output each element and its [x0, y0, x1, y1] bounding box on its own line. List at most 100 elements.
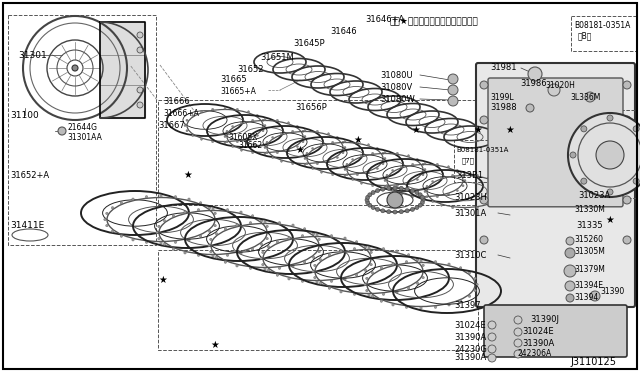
Circle shape [328, 133, 330, 135]
Circle shape [392, 304, 394, 306]
Circle shape [623, 236, 631, 244]
Circle shape [488, 321, 496, 329]
Circle shape [420, 307, 422, 309]
Circle shape [392, 189, 394, 192]
Text: 31394E: 31394E [574, 280, 603, 289]
Circle shape [328, 160, 330, 162]
Circle shape [292, 224, 294, 226]
Circle shape [424, 190, 426, 192]
Circle shape [364, 246, 367, 248]
Circle shape [418, 203, 422, 207]
Circle shape [250, 267, 252, 269]
Circle shape [288, 237, 290, 239]
Circle shape [266, 141, 268, 143]
Circle shape [330, 280, 333, 282]
Circle shape [260, 243, 262, 246]
Circle shape [276, 152, 278, 154]
Circle shape [448, 74, 458, 84]
Circle shape [412, 163, 413, 165]
Circle shape [172, 215, 175, 217]
Text: 31394: 31394 [574, 292, 598, 301]
Circle shape [364, 283, 366, 286]
Circle shape [157, 225, 160, 228]
Text: 31646+A: 31646+A [365, 16, 404, 25]
Circle shape [387, 186, 391, 190]
Circle shape [355, 241, 358, 243]
Circle shape [435, 306, 436, 308]
Circle shape [340, 250, 342, 252]
Circle shape [227, 254, 228, 256]
Circle shape [351, 179, 354, 180]
Circle shape [356, 141, 358, 143]
Circle shape [480, 81, 488, 89]
Circle shape [304, 164, 306, 166]
Circle shape [104, 218, 106, 221]
Circle shape [514, 339, 522, 347]
Circle shape [137, 32, 143, 38]
Text: （7）: （7） [462, 158, 475, 164]
Text: ★: ★ [474, 125, 483, 135]
Circle shape [424, 196, 426, 199]
Text: 24230G: 24230G [454, 344, 487, 353]
Circle shape [260, 219, 262, 222]
Circle shape [252, 215, 254, 217]
Circle shape [262, 130, 264, 132]
Circle shape [276, 274, 278, 276]
Circle shape [488, 177, 490, 179]
Circle shape [468, 272, 470, 274]
Circle shape [355, 274, 358, 276]
Text: 31652: 31652 [237, 65, 264, 74]
Circle shape [504, 190, 506, 192]
Circle shape [372, 257, 374, 260]
Circle shape [376, 207, 380, 211]
Circle shape [480, 196, 488, 204]
Circle shape [452, 174, 454, 176]
Circle shape [188, 198, 190, 201]
Circle shape [422, 163, 424, 165]
Circle shape [564, 265, 576, 277]
Circle shape [302, 141, 304, 143]
Circle shape [287, 149, 289, 151]
Circle shape [264, 221, 266, 223]
Circle shape [417, 179, 419, 180]
Circle shape [412, 196, 413, 198]
Text: ★: ★ [354, 135, 362, 145]
Text: 31645P: 31645P [293, 39, 324, 48]
Circle shape [405, 306, 408, 308]
Text: 31652+A: 31652+A [10, 170, 49, 180]
Circle shape [566, 237, 574, 245]
Circle shape [448, 96, 458, 106]
Text: 31390J: 31390J [530, 315, 559, 324]
Circle shape [232, 145, 234, 147]
Circle shape [448, 85, 458, 95]
Circle shape [316, 130, 318, 132]
Circle shape [241, 122, 243, 124]
Circle shape [344, 141, 346, 142]
Circle shape [306, 163, 308, 165]
Text: ★: ★ [506, 125, 515, 135]
Circle shape [353, 248, 356, 250]
Circle shape [607, 115, 613, 121]
Circle shape [371, 295, 374, 298]
Circle shape [371, 190, 375, 195]
Circle shape [301, 235, 304, 237]
Circle shape [240, 211, 242, 214]
Text: 315260: 315260 [574, 235, 603, 244]
Circle shape [528, 67, 542, 81]
Circle shape [456, 170, 458, 171]
Circle shape [415, 190, 419, 195]
Circle shape [376, 189, 380, 193]
Circle shape [276, 241, 278, 243]
Circle shape [226, 141, 228, 143]
Circle shape [321, 171, 323, 173]
Circle shape [163, 243, 166, 246]
Circle shape [186, 130, 188, 132]
Circle shape [262, 263, 264, 266]
Circle shape [224, 228, 227, 230]
Circle shape [405, 187, 409, 191]
Text: 31330M: 31330M [574, 205, 605, 215]
Circle shape [132, 198, 134, 201]
Circle shape [462, 185, 464, 187]
Text: 31301A: 31301A [454, 208, 486, 218]
Ellipse shape [596, 141, 624, 169]
